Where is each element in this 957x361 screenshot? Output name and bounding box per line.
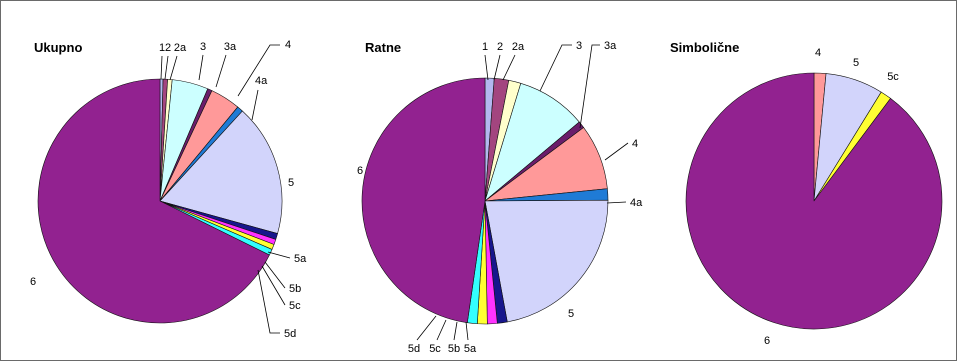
slice-label-ratne-5a: 5a	[464, 343, 477, 355]
slice-label-ratne-5d: 5d	[408, 343, 420, 355]
pie-slice-ukupno-5	[159, 110, 283, 234]
pie-slice-simboli-ne-6	[685, 72, 943, 330]
slice-label-ukupno-5: 5	[288, 177, 294, 189]
leader-line-ratne-3a	[579, 44, 600, 129]
leader-line-ratne-5a	[465, 321, 469, 341]
leader-line-ukupno-4	[237, 44, 280, 97]
slice-label-ratne-5: 5	[568, 308, 574, 320]
slice-label-ukupno-4: 4	[285, 39, 291, 51]
slice-label-ratne-5b: 5b	[448, 343, 460, 355]
chart-title-ratne: Ratne	[365, 40, 401, 55]
slice-label-ukupno-5b: 5b	[289, 283, 301, 295]
slice-label-ratne-3a: 3a	[604, 40, 617, 52]
slice-label-ratne-2: 2	[497, 41, 503, 53]
leader-line-ukupno-4a	[251, 89, 259, 121]
slice-label-ukupno-2a: 2a	[174, 42, 187, 54]
leader-line-ukupno-3	[198, 54, 204, 81]
slice-label-ratne-5c: 5c	[429, 343, 441, 355]
pie-slice-ukupno-6	[37, 78, 270, 324]
pie-chart-ukupno: Ukupno 1 2 2a 3 3a 4 4a 5 5a 5b 5c 5d 6	[30, 39, 307, 340]
slice-label-ratne-6: 6	[357, 165, 363, 177]
leader-line-ukupno-1	[160, 55, 163, 80]
slice-label-ratne-4a: 4a	[630, 197, 643, 209]
slice-label-ukupno-3a: 3a	[224, 41, 237, 53]
leader-line-ratne-2a	[502, 54, 516, 81]
pie-chart-ratne: Ratne 1 2 2a 3 3a 4 4a 5 5a 5b 5c 5d 6	[357, 40, 643, 355]
leader-line-ukupno-3a	[215, 54, 227, 88]
slice-label-ratne-4: 4	[632, 138, 638, 150]
slice-label-ukupno-3: 3	[200, 41, 206, 53]
leader-line-ukupno-5a	[267, 251, 291, 259]
pie-slice-ratne-6	[361, 77, 486, 324]
pie-chart-simbolicne: Simbolične 4 5 5c 6	[670, 40, 943, 347]
leader-line-ratne-4	[604, 142, 629, 161]
leader-line-ratne-5d	[416, 315, 437, 341]
leader-line-ukupno-5d	[257, 269, 280, 334]
leader-line-ratne-4a	[606, 201, 627, 204]
slice-label-ukupno-2: 2	[165, 42, 171, 54]
slice-label-simboli-ne-4: 4	[815, 47, 821, 59]
leader-line-ratne-1	[484, 54, 489, 81]
leader-line-ukupno-5b	[264, 261, 286, 289]
slice-label-ratne-1: 1	[482, 41, 488, 53]
pie-slice-ratne-5	[484, 199, 609, 323]
leader-line-ratne-3	[539, 44, 572, 92]
slice-label-ukupno-5a: 5a	[294, 253, 307, 265]
chart-title-ukupno: Ukupno	[34, 40, 82, 55]
slice-label-simboli-ne-5: 5	[853, 57, 859, 69]
leader-line-ratne-5b	[453, 321, 458, 341]
slice-label-ukupno-6: 6	[30, 276, 36, 288]
slice-label-ratne-3: 3	[576, 40, 582, 52]
leader-line-ratne-2	[493, 54, 501, 81]
leader-line-ukupno-5c	[261, 265, 286, 306]
slice-label-ukupno-5c: 5c	[289, 300, 301, 312]
slice-label-ukupno-1: 1	[159, 42, 165, 54]
slice-label-ratne-2a: 2a	[512, 41, 525, 53]
leader-line-ukupno-2a	[169, 55, 178, 81]
leader-line-ratne-5c	[436, 319, 447, 341]
leader-line-ukupno-2	[164, 55, 169, 80]
slice-label-simboli-ne-5c: 5c	[887, 71, 899, 83]
slice-label-ukupno-4a: 4a	[255, 75, 268, 87]
slice-label-ukupno-5d: 5d	[284, 328, 296, 340]
slice-label-simboli-ne-6: 6	[764, 335, 770, 347]
chart-title-simbolicne: Simbolične	[670, 40, 739, 55]
